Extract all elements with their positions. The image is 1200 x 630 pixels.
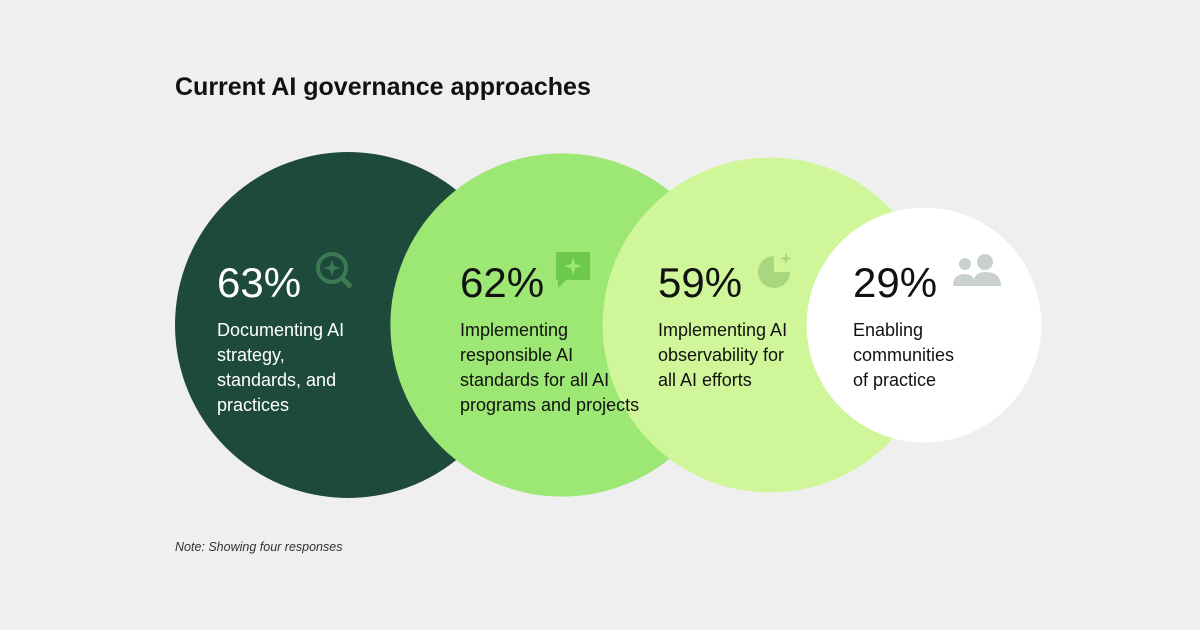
icon bbox=[324, 260, 340, 276]
icon bbox=[780, 252, 792, 265]
value-label: 62% bbox=[460, 259, 545, 306]
icon bbox=[973, 272, 1001, 286]
category-label: Enabling communities of practice bbox=[853, 320, 955, 390]
icon bbox=[758, 256, 790, 288]
category-label: Documenting AI strategy, standards, and … bbox=[217, 320, 345, 415]
value-label: 59% bbox=[658, 259, 743, 306]
icon bbox=[564, 257, 582, 275]
icon bbox=[953, 274, 975, 286]
value-label: 63% bbox=[217, 259, 302, 306]
icon bbox=[959, 258, 971, 270]
chart-title: Current AI governance approaches bbox=[175, 73, 591, 101]
value-label: 29% bbox=[853, 259, 938, 306]
icon bbox=[340, 276, 353, 289]
category-label: Implementing responsible AI standards fo… bbox=[460, 320, 640, 415]
icon bbox=[316, 252, 348, 284]
category-label: Implementing AI observability for all AI… bbox=[658, 320, 788, 390]
icon bbox=[977, 254, 993, 270]
note: Note: Showing four responses bbox=[175, 540, 343, 554]
